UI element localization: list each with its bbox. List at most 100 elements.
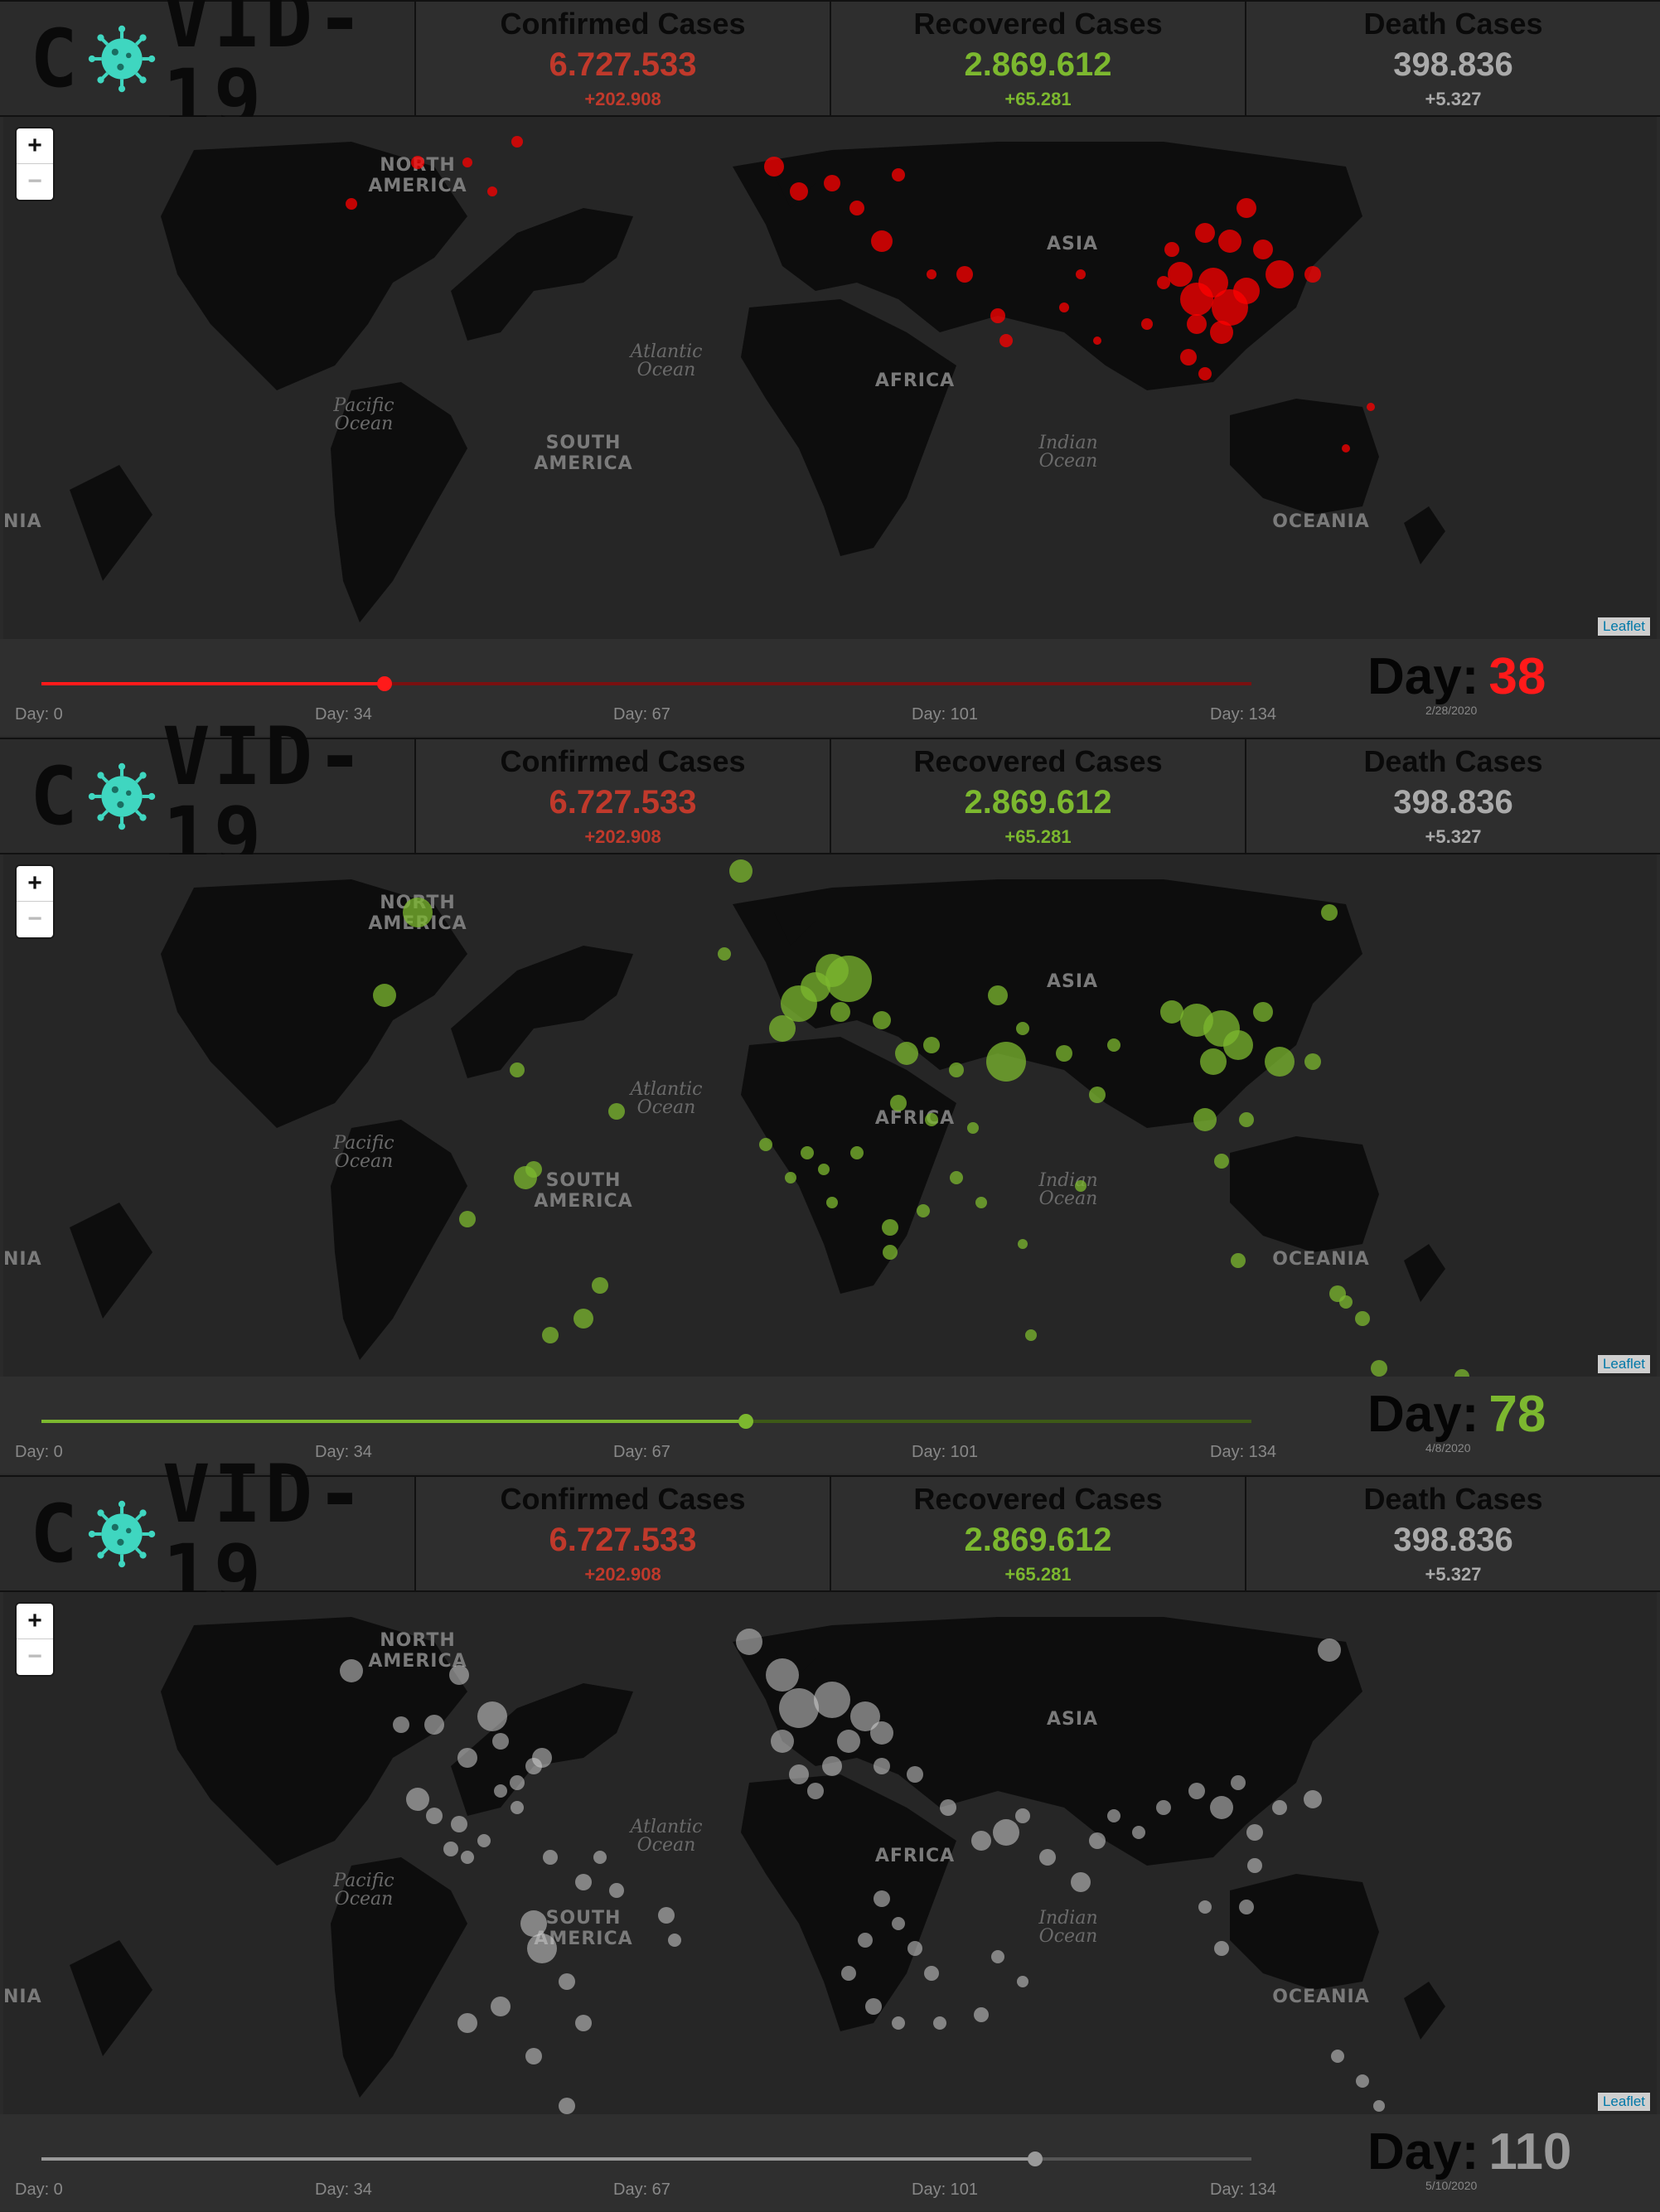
case-bubble[interactable] [824,175,840,191]
case-bubble[interactable] [1253,240,1273,259]
case-bubble[interactable] [1107,1809,1120,1822]
case-bubble[interactable] [406,1788,429,1811]
case-bubble[interactable] [542,1327,559,1343]
leaflet-attribution[interactable]: Leaflet [1597,617,1650,636]
case-bubble[interactable] [871,230,893,252]
case-bubble[interactable] [443,1842,458,1856]
case-bubble[interactable] [346,198,357,210]
case-bubble[interactable] [1056,1045,1072,1062]
case-bubble[interactable] [1015,1808,1030,1823]
case-bubble[interactable] [814,1682,850,1718]
map-canvas[interactable]: NORTH AMERICA SOUTH AMERICA AFRICA ASIA … [3,117,1657,639]
case-bubble[interactable] [790,182,808,201]
case-bubble[interactable] [511,136,523,148]
case-bubble[interactable] [874,1758,890,1774]
case-bubble[interactable] [1193,1108,1217,1131]
case-bubble[interactable] [457,2013,477,2033]
case-bubble[interactable] [340,1659,363,1682]
case-bubble[interactable] [1180,349,1197,365]
case-bubble[interactable] [1198,367,1212,380]
case-bubble[interactable] [559,2098,575,2114]
slider-knob[interactable] [738,1414,753,1429]
case-bubble[interactable] [785,1172,796,1183]
case-bubble[interactable] [1198,1900,1212,1914]
leaflet-attribution[interactable]: Leaflet [1597,1355,1650,1373]
case-bubble[interactable] [1093,336,1101,345]
case-bubble[interactable] [807,1783,824,1799]
case-bubble[interactable] [907,1941,922,1956]
case-bubble[interactable] [520,1910,547,1937]
case-bubble[interactable] [927,269,936,279]
case-bubble[interactable] [451,1816,467,1832]
case-bubble[interactable] [1218,230,1241,253]
case-bubble[interactable] [658,1907,675,1924]
case-bubble[interactable] [999,334,1013,347]
case-bubble[interactable] [1304,1790,1322,1808]
case-bubble[interactable] [849,201,864,215]
case-bubble[interactable] [1210,1796,1233,1819]
case-bubble[interactable] [411,156,424,169]
case-bubble[interactable] [477,1834,491,1847]
slider-track[interactable] [41,1414,1251,1429]
case-bubble[interactable] [1237,198,1256,218]
case-bubble[interactable] [1272,1800,1287,1815]
case-bubble[interactable] [511,1801,524,1814]
case-bubble[interactable] [449,1665,469,1685]
case-bubble[interactable] [993,1819,1019,1846]
case-bubble[interactable] [769,1015,796,1042]
case-bubble[interactable] [487,186,497,196]
case-bubble[interactable] [373,984,396,1007]
case-bubble[interactable] [426,1808,443,1824]
case-bubble[interactable] [1195,223,1215,243]
case-bubble[interactable] [1304,266,1321,283]
case-bubble[interactable] [923,1037,940,1053]
leaflet-attribution[interactable]: Leaflet [1597,2093,1650,2111]
case-bubble[interactable] [865,1998,882,2015]
case-bubble[interactable] [1156,1800,1171,1815]
case-bubble[interactable] [575,1874,592,1890]
case-bubble[interactable] [1454,1369,1469,1377]
slider-track[interactable] [41,2151,1251,2166]
case-bubble[interactable] [1188,1783,1205,1799]
case-bubble[interactable] [924,1966,939,1981]
case-bubble[interactable] [393,1716,409,1733]
case-bubble[interactable] [764,157,784,177]
case-bubble[interactable] [1331,2050,1344,2063]
case-bubble[interactable] [736,1629,762,1655]
case-bubble[interactable] [801,1146,814,1159]
case-bubble[interactable] [461,1851,474,1864]
case-bubble[interactable] [559,1973,575,1990]
case-bubble[interactable] [1210,321,1233,344]
zoom-out-button[interactable]: − [27,1643,42,1670]
case-bubble[interactable] [1160,1000,1183,1024]
case-bubble[interactable] [1025,1329,1037,1341]
case-bubble[interactable] [826,1197,838,1208]
case-bubble[interactable] [825,956,872,1002]
case-bubble[interactable] [477,1701,507,1731]
case-bubble[interactable] [593,1851,607,1864]
case-bubble[interactable] [950,1171,963,1184]
case-bubble[interactable] [874,1890,890,1907]
case-bubble[interactable] [575,2015,592,2031]
case-bubble[interactable] [1231,1775,1246,1790]
case-bubble[interactable] [543,1850,558,1865]
case-bubble[interactable] [1076,269,1086,279]
case-bubble[interactable] [1367,403,1375,411]
case-bubble[interactable] [850,1701,880,1731]
case-bubble[interactable] [971,1831,991,1851]
zoom-in-button[interactable]: + [17,1604,53,1639]
case-bubble[interactable] [779,1688,819,1728]
case-bubble[interactable] [668,1934,681,1947]
case-bubble[interactable] [1071,1872,1091,1892]
case-bubble[interactable] [933,2016,946,2030]
world-map[interactable]: NORTH AMERICA SOUTH AMERICA AFRICA ASIA … [3,854,1657,1377]
case-bubble[interactable] [771,1730,794,1753]
case-bubble[interactable] [1265,1047,1295,1077]
case-bubble[interactable] [1089,1832,1106,1849]
case-bubble[interactable] [883,1245,898,1260]
case-bubble[interactable] [890,1095,907,1111]
case-bubble[interactable] [1016,1022,1029,1035]
case-bubble[interactable] [492,1733,509,1750]
case-bubble[interactable] [870,1721,893,1745]
zoom-in-button[interactable]: + [17,866,53,902]
